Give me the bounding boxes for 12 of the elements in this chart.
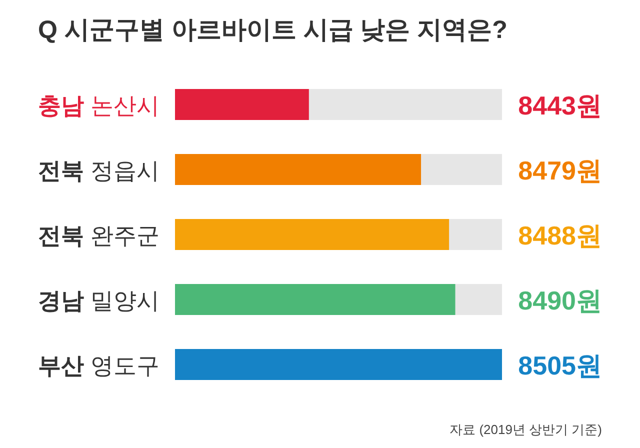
data-label: 8479원	[518, 156, 602, 186]
chart-title: Q 시군구별 아르바이트 시급 낮은 지역은?	[38, 16, 508, 44]
y-tick-label: 경남 밀양시	[38, 288, 160, 314]
data-label: 8505원	[518, 350, 602, 380]
y-tick-label: 부산 영도구	[38, 352, 160, 378]
data-label: 8488원	[518, 220, 602, 250]
y-tick-label: 전북 완주군	[38, 222, 160, 248]
data-label: 8490원	[518, 286, 602, 316]
text: 자료 (2019년 상반기 기준)	[450, 422, 602, 437]
data-label: 8443원	[518, 90, 602, 120]
y-tick-label: 전북 정읍시	[38, 158, 160, 184]
y-tick-label: 충남 논산시	[38, 92, 160, 118]
